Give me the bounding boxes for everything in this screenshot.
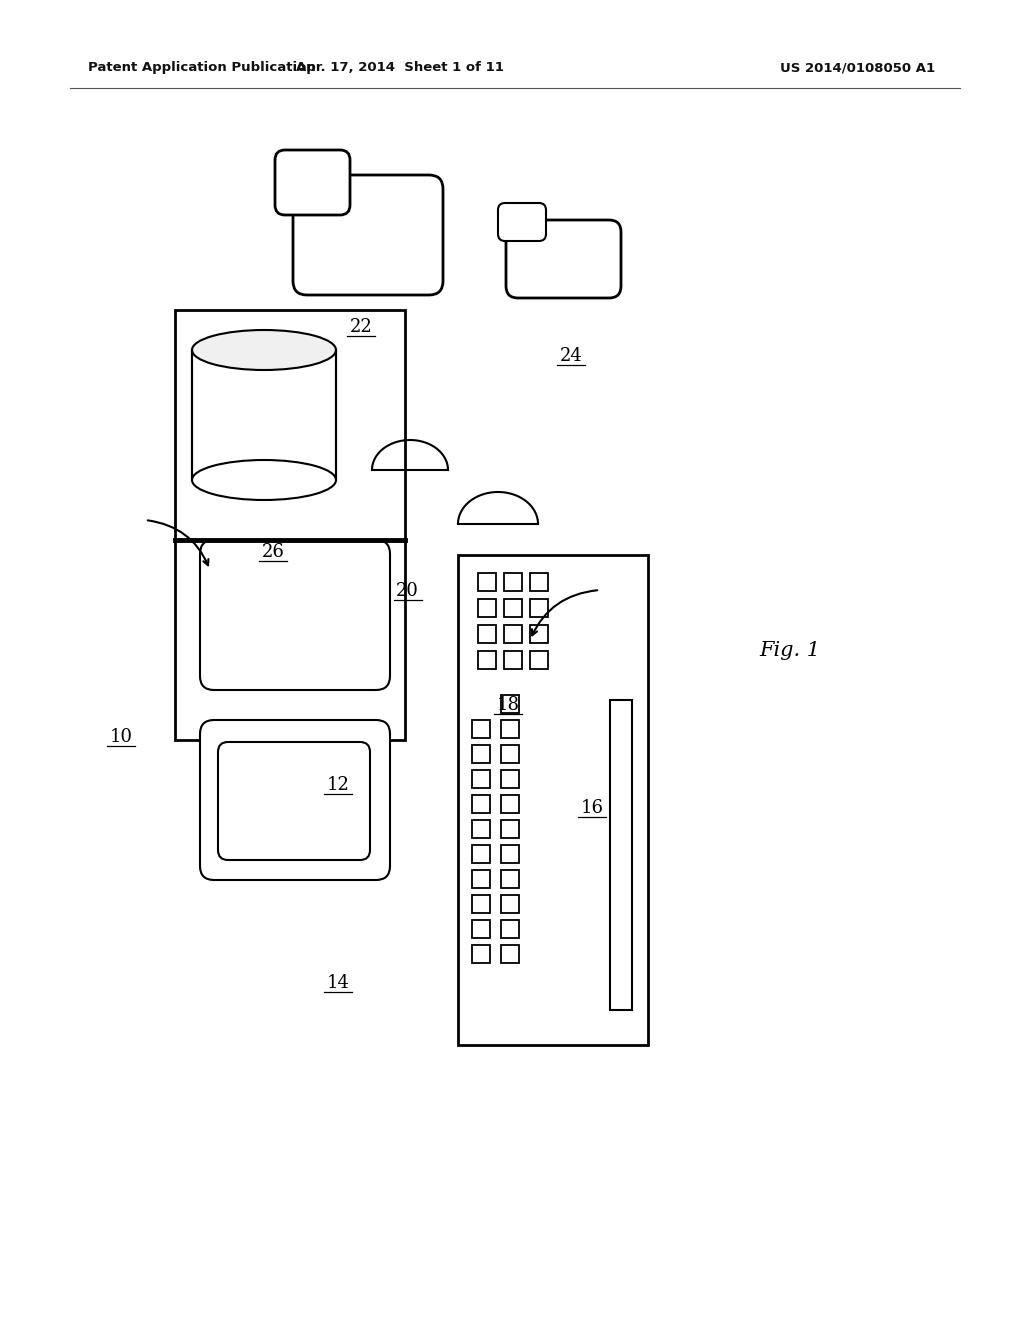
Text: Fig. 1: Fig. 1 [760,640,820,660]
Bar [175,310,406,540]
Text: 24: 24 [560,347,583,366]
Bar [458,554,648,1045]
Bar [478,624,496,643]
Text: Apr. 17, 2014  Sheet 1 of 11: Apr. 17, 2014 Sheet 1 of 11 [296,62,504,74]
Bar [472,920,490,939]
Bar [501,719,519,738]
Bar [504,624,522,643]
Bar [472,870,490,888]
Bar [504,599,522,616]
Bar [501,795,519,813]
Text: 22: 22 [350,318,373,337]
Bar [501,895,519,913]
Text: 18: 18 [497,696,519,714]
Bar [478,651,496,669]
Bar [530,573,548,591]
Bar [472,895,490,913]
Bar [501,920,519,939]
Bar [472,744,490,763]
Bar [504,651,522,669]
Text: 14: 14 [327,974,349,993]
Bar [501,820,519,838]
Bar [501,744,519,763]
Bar [478,573,496,591]
Ellipse shape [193,459,336,500]
Bar [530,651,548,669]
Bar [175,540,406,741]
Bar [501,945,519,964]
FancyBboxPatch shape [498,203,546,242]
Ellipse shape [193,330,336,370]
Text: Patent Application Publication: Patent Application Publication [88,62,315,74]
Text: 20: 20 [396,582,419,601]
Text: 10: 10 [110,727,132,746]
Bar [472,719,490,738]
FancyBboxPatch shape [275,150,350,215]
Bar [501,770,519,788]
Bar [472,820,490,838]
FancyBboxPatch shape [218,742,370,861]
Bar [472,795,490,813]
Text: 16: 16 [581,799,603,817]
Bar [504,573,522,591]
Bar [472,770,490,788]
Bar [478,599,496,616]
Bar [501,845,519,863]
FancyBboxPatch shape [200,719,390,880]
Bar [610,700,632,1010]
FancyBboxPatch shape [293,176,443,294]
Text: 12: 12 [327,776,349,795]
Bar [501,696,519,713]
Bar [501,870,519,888]
Text: US 2014/0108050 A1: US 2014/0108050 A1 [780,62,935,74]
FancyBboxPatch shape [200,540,390,690]
Text: 26: 26 [262,543,285,561]
Bar [530,624,548,643]
FancyBboxPatch shape [506,220,621,298]
Bar [472,945,490,964]
Bar [472,845,490,863]
Bar [530,599,548,616]
